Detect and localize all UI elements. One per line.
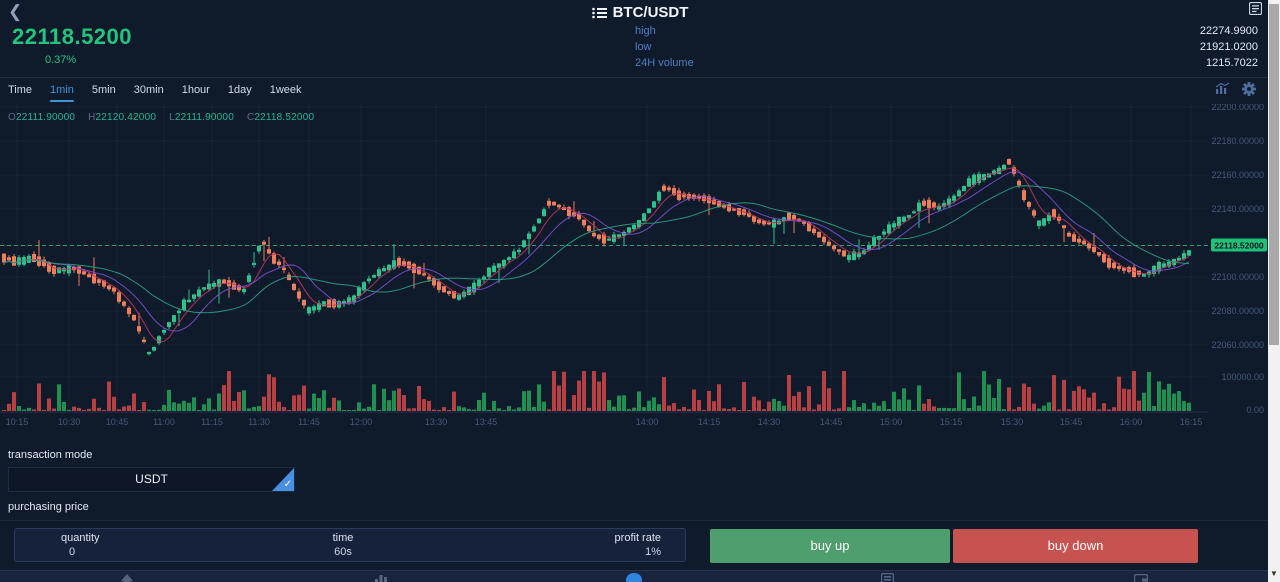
order-params-panel: quantity 0 time 60s profit rate 1% xyxy=(14,528,686,562)
low-value: 21921.0200 xyxy=(1199,41,1258,53)
svg-text:10:15: 10:15 xyxy=(6,417,29,427)
svg-text:11:30: 11:30 xyxy=(248,417,270,427)
svg-text:15:30: 15:30 xyxy=(1001,417,1024,427)
gear-icon[interactable] xyxy=(1242,82,1256,101)
svg-text:100000.00: 100000.00 xyxy=(1221,372,1264,382)
interval-tabbar: Time 1min 5min 30min 1hour 1day 1week xyxy=(0,77,1280,104)
svg-text:11:15: 11:15 xyxy=(201,417,223,427)
high-value: 22274.9900 xyxy=(1199,25,1258,37)
svg-text:16:15: 16:15 xyxy=(1180,417,1203,427)
profit-rate-label: profit rate xyxy=(614,532,662,544)
indicator-icon[interactable] xyxy=(1215,82,1230,101)
svg-text:22060.00000: 22060.00000 xyxy=(1211,340,1264,350)
svg-text:15:00: 15:00 xyxy=(880,417,903,427)
high-ohlc-label: H xyxy=(88,112,96,123)
open-value: 22111.90000 xyxy=(15,112,76,123)
close-value: 22118.52000 xyxy=(254,112,315,123)
quantity-value: 0 xyxy=(69,546,76,558)
high-ohlc-value: 22120.42000 xyxy=(95,112,157,123)
svg-text:22100.00000: 22100.00000 xyxy=(1211,272,1264,282)
volume-label: 24H volume xyxy=(635,57,694,69)
price-change-percent: 0.37% xyxy=(45,54,77,66)
svg-text:10:30: 10:30 xyxy=(58,417,81,427)
tab-30min[interactable]: 30min xyxy=(133,84,164,96)
close-label: C xyxy=(246,112,255,123)
transaction-mode-label: transaction mode xyxy=(8,449,93,461)
svg-text:16:00: 16:00 xyxy=(1120,417,1143,427)
trade-icon[interactable] xyxy=(625,573,643,582)
svg-text:22180.00000: 22180.00000 xyxy=(1211,136,1264,146)
tab-1min[interactable]: 1min xyxy=(50,80,74,102)
time-label: time xyxy=(332,532,354,544)
scrollbar-down-arrow[interactable]: ▼ xyxy=(1268,566,1280,582)
order-book-icon[interactable] xyxy=(1248,1,1263,20)
svg-text:14:30: 14:30 xyxy=(758,417,781,427)
home-icon[interactable] xyxy=(118,573,136,582)
svg-text:15:45: 15:45 xyxy=(1060,417,1083,427)
scrollbar-track[interactable]: ▼ xyxy=(1268,0,1280,582)
stats-values: 22274.9900 21921.0200 1215.7022 xyxy=(1200,23,1258,71)
open-label: O xyxy=(8,112,16,123)
purchasing-price-label: purchasing price xyxy=(8,501,89,513)
back-button[interactable]: ❮ xyxy=(8,2,23,21)
tab-1day[interactable]: 1day xyxy=(227,84,252,96)
divider xyxy=(0,520,1280,521)
profit-rate-value: 1% xyxy=(645,546,662,558)
scrollbar-thumb[interactable] xyxy=(1269,4,1279,345)
assets-icon[interactable] xyxy=(1132,573,1150,582)
transaction-mode-value: USDT xyxy=(135,472,168,486)
svg-text:14:45: 14:45 xyxy=(820,417,843,427)
low-label: low xyxy=(635,41,652,53)
menu-icon[interactable] xyxy=(591,7,607,19)
svg-text:22140.00000: 22140.00000 xyxy=(1211,204,1264,214)
quantity-label: quantity xyxy=(61,532,100,544)
candlestick-chart[interactable]: 22200.00000 22180.00000 22160.00000 22140.0… xyxy=(0,104,1268,430)
svg-text:22080.00000: 22080.00000 xyxy=(1211,306,1264,316)
svg-text:14:00: 14:00 xyxy=(636,417,659,427)
transaction-mode-select[interactable]: USDT ✓ xyxy=(8,467,295,492)
bottom-nav xyxy=(0,570,1280,582)
svg-text:22200.00000: 22200.00000 xyxy=(1211,104,1264,112)
svg-text:12:00: 12:00 xyxy=(350,417,373,427)
tab-1hour[interactable]: 1hour xyxy=(181,84,210,96)
contract-icon[interactable] xyxy=(878,572,896,582)
svg-text:11:00: 11:00 xyxy=(153,417,175,427)
low-ohlc-value: 22111.90000 xyxy=(174,112,234,123)
profit-rate-field: profit rate 1% xyxy=(452,529,671,561)
svg-text:15:15: 15:15 xyxy=(940,417,963,427)
current-price-tag: 22118.52000 xyxy=(1214,241,1263,251)
quotes-icon[interactable] xyxy=(372,573,390,582)
time-value: 60s xyxy=(334,546,352,558)
tab-time[interactable]: Time xyxy=(8,84,33,96)
volume-value: 1215.7022 xyxy=(1206,57,1258,69)
svg-text:13:30: 13:30 xyxy=(425,417,448,427)
low-ohlc-label: L xyxy=(169,112,175,123)
selected-corner-icon xyxy=(272,468,294,491)
tab-1week[interactable]: 1week xyxy=(269,84,302,96)
svg-text:13:45: 13:45 xyxy=(475,417,498,427)
buy-up-button[interactable]: buy up xyxy=(710,529,950,563)
pair-title: BTC/USDT xyxy=(612,4,689,21)
buy-down-button[interactable]: buy down xyxy=(953,529,1198,563)
pair-title-row: BTC/USDT xyxy=(0,4,1280,21)
svg-text:22160.00000: 22160.00000 xyxy=(1211,170,1264,180)
check-icon: ✓ xyxy=(283,479,292,490)
stats-labels: high low 24H volume xyxy=(635,23,694,71)
quantity-field[interactable]: quantity 0 xyxy=(15,529,234,561)
ohlc-readout: O22111.90000 H22120.42000 L22111.90000 C… xyxy=(8,112,324,123)
svg-text:10:45: 10:45 xyxy=(106,417,129,427)
svg-text:11:45: 11:45 xyxy=(298,417,320,427)
high-label: high xyxy=(635,25,656,37)
current-price: 22118.5200 xyxy=(12,24,133,49)
time-field: time 60s xyxy=(234,529,453,561)
tab-5min[interactable]: 5min xyxy=(91,84,116,96)
svg-text:14:15: 14:15 xyxy=(698,417,721,427)
svg-text:0.00: 0.00 xyxy=(1246,405,1264,415)
